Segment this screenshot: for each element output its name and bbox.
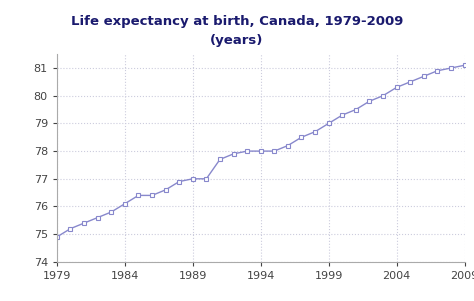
- Text: Life expectancy at birth, Canada, 1979-2009: Life expectancy at birth, Canada, 1979-2…: [71, 14, 403, 28]
- Text: (years): (years): [210, 34, 264, 47]
